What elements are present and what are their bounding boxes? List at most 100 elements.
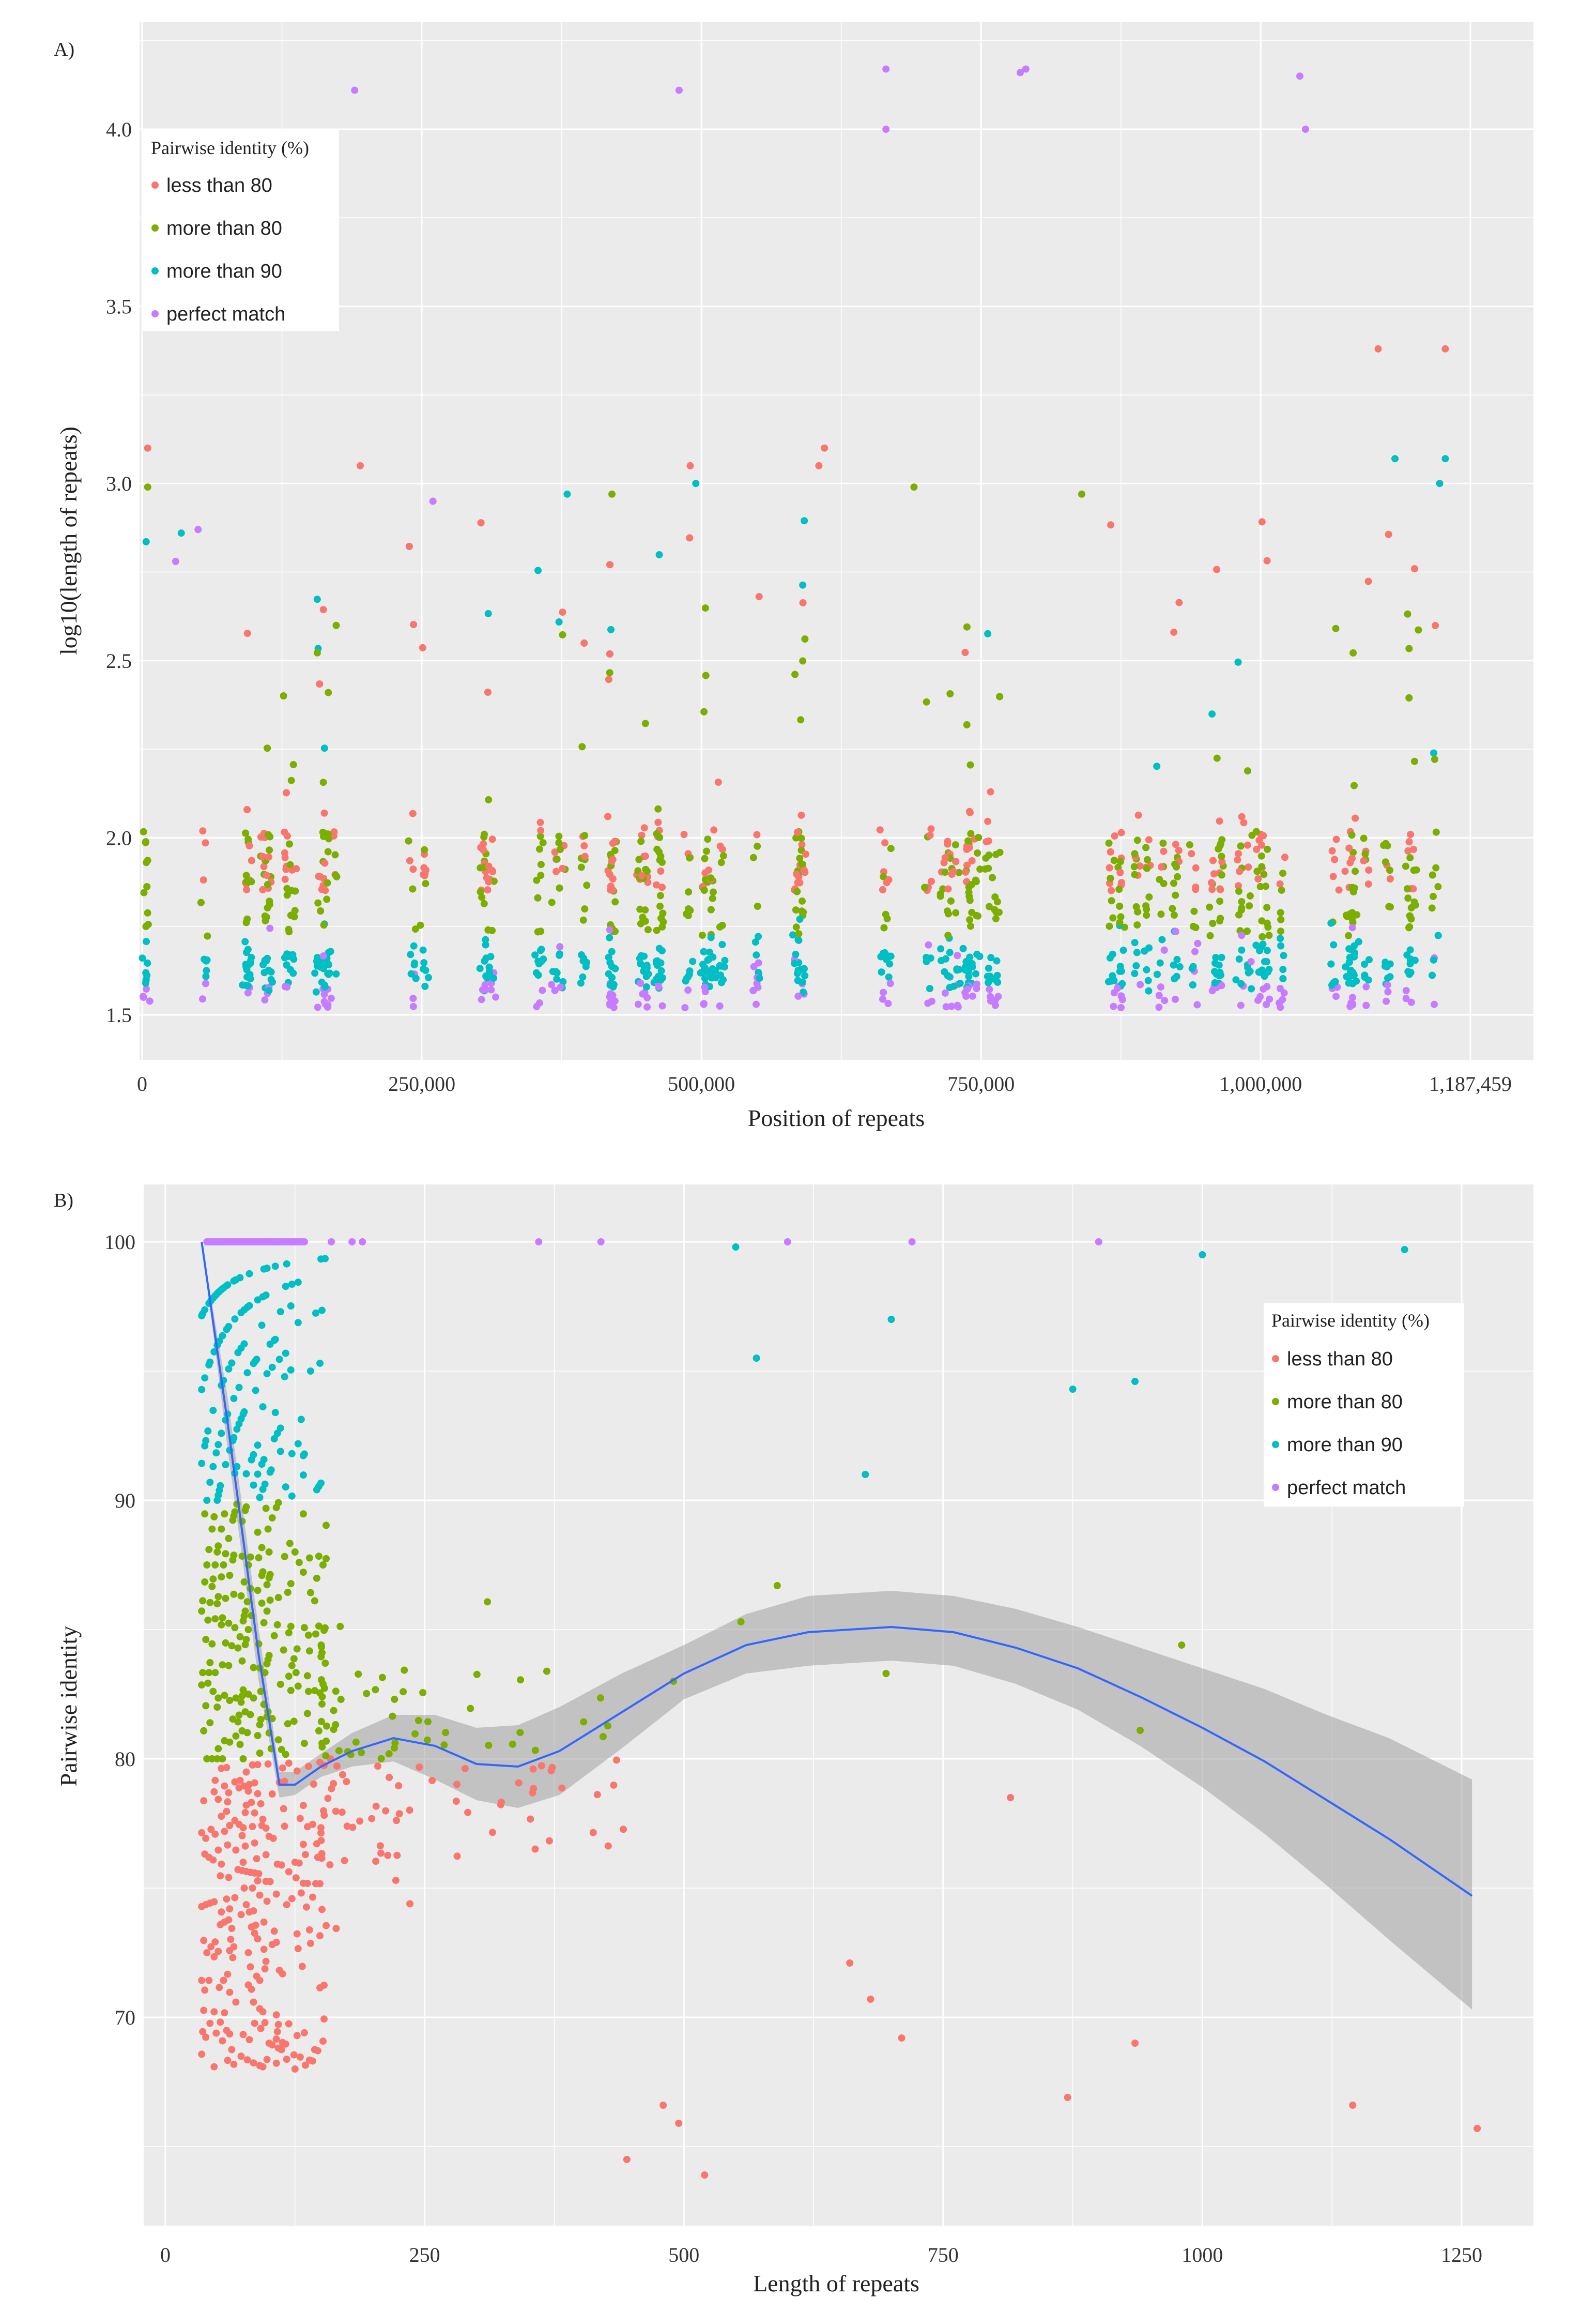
panel-b-point-less-than-80 xyxy=(282,2040,289,2048)
panel-a-point-perfect-match xyxy=(1384,981,1391,988)
panel-a-point-more-than-90 xyxy=(485,963,493,971)
panel-b-point-more-than-80 xyxy=(259,1568,267,1576)
panel-b-point-less-than-80 xyxy=(1007,1794,1015,1801)
panel-b-point-less-than-80 xyxy=(338,1808,346,1816)
panel-a-point-less-than-80 xyxy=(485,862,493,870)
panel-b-point-less-than-80 xyxy=(316,1880,324,1888)
panel-a-point-less-than-80 xyxy=(1170,628,1178,636)
panel-a-point-perfect-match xyxy=(548,981,556,988)
panel-a-point-less-than-80 xyxy=(885,876,893,884)
panel-a-point-more-than-80 xyxy=(989,874,996,881)
panel-b-point-more-than-80 xyxy=(247,1553,254,1561)
panel-a-point-more-than-80 xyxy=(996,693,1004,701)
panel-b-point-less-than-80 xyxy=(273,2028,281,2035)
panel-b-point-less-than-80 xyxy=(237,1911,245,1919)
panel-b-point-more-than-80 xyxy=(201,1510,209,1518)
panel-b-point-more-than-80 xyxy=(300,1624,308,1632)
panel-a-point-more-than-80 xyxy=(555,832,563,840)
panel-b-point-less-than-80 xyxy=(452,1798,460,1805)
panel-b-point-more-than-80 xyxy=(203,1755,211,1762)
panel-a-point-more-than-90 xyxy=(993,971,1001,979)
panel-b-point-more-than-80 xyxy=(220,1561,227,1569)
panel-a-point-more-than-80 xyxy=(280,692,287,699)
panel-a-point-more-than-90 xyxy=(484,610,492,617)
panel-a-point-more-than-80 xyxy=(641,906,649,914)
panel-a-point-more-than-80 xyxy=(1170,911,1178,919)
panel-a-point-less-than-80 xyxy=(944,840,952,848)
panel-b-point-perfect-match xyxy=(300,1238,308,1245)
panel-b-point-more-than-90 xyxy=(887,1316,895,1323)
panel-a-point-more-than-80 xyxy=(581,905,589,913)
panel-b-point-more-than-80 xyxy=(287,1622,295,1630)
panel-b-point-more-than-80 xyxy=(596,1694,604,1702)
panel-a-point-more-than-80 xyxy=(964,837,972,845)
panel-b-point-more-than-80 xyxy=(254,1732,262,1740)
panel-b-point-less-than-80 xyxy=(316,1932,324,1940)
panel-a-point-more-than-80 xyxy=(656,892,664,900)
panel-a-point-more-than-80 xyxy=(291,887,299,895)
panel-b-point-more-than-80 xyxy=(266,1596,274,1604)
panel-a-points xyxy=(139,65,1449,1012)
panel-a-point-more-than-90 xyxy=(1131,939,1139,947)
panel-a-point-less-than-80 xyxy=(1106,864,1113,872)
panel-a-point-more-than-90 xyxy=(490,975,497,982)
panel-b-confidence-band xyxy=(202,1242,1472,2010)
panel-a-point-less-than-80 xyxy=(952,858,960,865)
panel-b-point-more-than-90 xyxy=(282,1483,289,1491)
panel-a-point-more-than-80 xyxy=(285,840,293,848)
panel-b-legend-key-more-than-80 xyxy=(1272,1398,1279,1405)
panel-b-point-less-than-80 xyxy=(220,1976,227,1984)
panel-b-point-more-than-80 xyxy=(335,1747,343,1755)
panel-a-point-less-than-80 xyxy=(1345,844,1353,852)
panel-b-point-less-than-80 xyxy=(224,1841,232,1849)
panel-a-point-more-than-80 xyxy=(656,856,664,864)
panel-b-point-less-than-80 xyxy=(219,2037,226,2045)
panel-a-point-more-than-80 xyxy=(333,873,341,880)
panel-b-point-less-than-80 xyxy=(1131,2040,1139,2047)
panel-b-point-more-than-80 xyxy=(318,1643,325,1651)
panel-b-point-less-than-80 xyxy=(320,2015,328,2023)
panel-a-point-perfect-match xyxy=(1362,983,1370,991)
panel-b-point-less-than-80 xyxy=(299,1841,307,1848)
panel-a-point-more-than-80 xyxy=(976,865,984,873)
panel-a-point-more-than-80 xyxy=(1345,932,1353,939)
panel-b-point-more-than-80 xyxy=(204,1616,212,1624)
panel-a-point-more-than-90 xyxy=(283,961,290,969)
panel-b-point-more-than-90 xyxy=(254,1470,262,1478)
panel-a-point-more-than-90 xyxy=(1232,976,1240,984)
panel-b-point-less-than-80 xyxy=(257,1800,265,1807)
panel-a-point-more-than-90 xyxy=(1256,947,1263,954)
panel-a-point-more-than-80 xyxy=(992,850,1000,858)
panel-a-point-more-than-90 xyxy=(644,970,652,978)
panel-b-point-less-than-80 xyxy=(248,1985,255,1993)
panel-a-point-less-than-80 xyxy=(1235,882,1242,890)
panel-a-point-less-than-80 xyxy=(144,444,151,452)
panel-a-point-more-than-90 xyxy=(1277,942,1285,950)
panel-a-point-perfect-match xyxy=(880,988,887,996)
panel-a-point-more-than-90 xyxy=(534,567,542,574)
panel-b-point-more-than-90 xyxy=(212,1449,220,1457)
panel-a-point-less-than-80 xyxy=(405,543,413,550)
panel-a-point-more-than-80 xyxy=(409,885,417,893)
panel-b-point-less-than-80 xyxy=(229,1954,237,1961)
panel-b-point-more-than-80 xyxy=(214,1593,222,1601)
panel-a-point-more-than-80 xyxy=(1133,836,1141,844)
panel-a-point-perfect-match xyxy=(991,1001,999,1009)
panel-b-point-less-than-80 xyxy=(221,1828,228,1835)
panel-b-y-tick-label: 100 xyxy=(104,1230,135,1254)
panel-b-point-more-than-80 xyxy=(312,1630,319,1638)
panel-b-point-less-than-80 xyxy=(241,1842,249,1850)
panel-a-legend: Pairwise identity (%) less than 80 more … xyxy=(143,130,339,331)
panel-b-point-less-than-80 xyxy=(200,1937,208,1944)
panel-a-point-more-than-80 xyxy=(556,846,564,854)
panel-a-point-more-than-90 xyxy=(1189,981,1196,989)
panel-a-point-more-than-80 xyxy=(313,649,321,657)
panel-a-legend-box xyxy=(143,130,339,331)
panel-a-point-more-than-80 xyxy=(963,721,971,728)
panel-a-point-more-than-90 xyxy=(968,960,976,967)
panel-a-point-less-than-80 xyxy=(1116,869,1124,876)
panel-a-point-more-than-90 xyxy=(482,936,489,944)
panel-a-point-more-than-90 xyxy=(177,529,185,537)
panel-a-point-more-than-80 xyxy=(945,910,952,918)
